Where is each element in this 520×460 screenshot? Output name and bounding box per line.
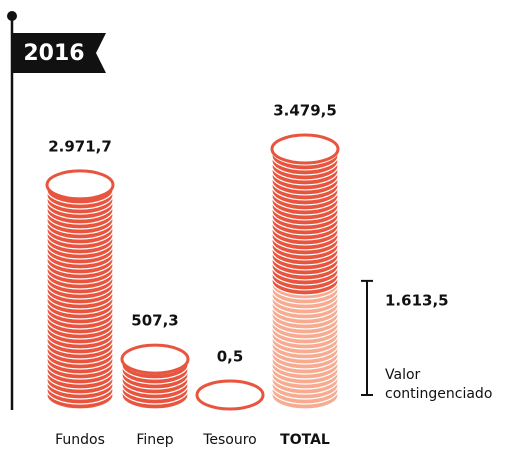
data-label: 0,5 [217, 347, 244, 365]
data-label: 2.971,7 [48, 137, 112, 155]
coin-stack [195, 379, 265, 411]
coin-stack [270, 133, 340, 296]
x-tick-label: Tesouro [202, 432, 257, 448]
x-tick-label: Finep [136, 432, 173, 448]
annotation-text: Valor contingenciado [385, 367, 493, 402]
coin-stack [120, 343, 190, 410]
coin-top [120, 343, 190, 375]
timeline-dot [7, 11, 17, 21]
coin-top [270, 133, 340, 165]
year-flag [12, 33, 106, 73]
coin-stack [45, 169, 115, 410]
data-label: 3.479,5 [273, 101, 337, 119]
chart-title: 2016 [23, 41, 84, 66]
x-tick-label: Fundos [55, 432, 105, 448]
x-tick-label: TOTAL [280, 432, 330, 448]
bracket [361, 279, 373, 396]
coin-top [45, 169, 115, 201]
annotation-value: 1.613,5 [385, 291, 449, 309]
coin-top [195, 379, 265, 411]
data-label: 507,3 [131, 312, 178, 330]
